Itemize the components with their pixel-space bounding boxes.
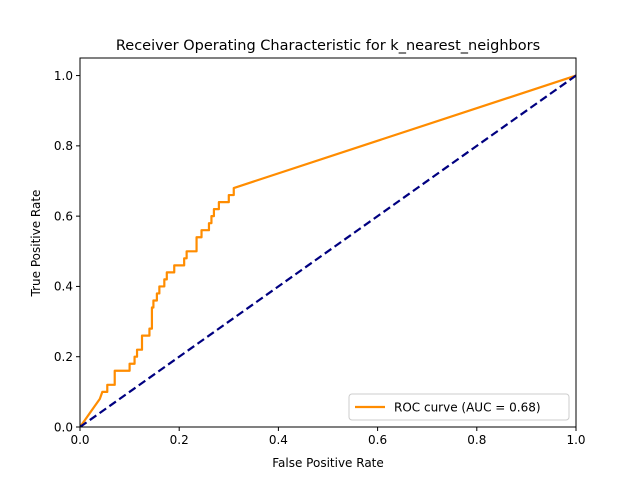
chart-title: Receiver Operating Characteristic for k_…	[116, 38, 540, 54]
legend: ROC curve (AUC = 0.68)	[348, 393, 570, 421]
legend-box	[348, 393, 570, 421]
y-axis-label: True Positive Rate	[29, 190, 43, 298]
axis-ticks: 0.0 0.2 0.4 0.6 0.8 1.0 0.0 0.2 0.4 0.6 0.8 1.0	[54, 69, 586, 447]
x-tick-label: 0.8	[467, 433, 486, 447]
x-tick-label: 0.2	[170, 433, 189, 447]
legend-label: ROC curve (AUC = 0.68)	[394, 400, 541, 414]
x-tick-label: 0.4	[269, 433, 288, 447]
plot-area	[79, 57, 577, 428]
series-group	[80, 74, 576, 427]
roc-curve-line	[80, 74, 576, 427]
y-tick-label: 0.8	[54, 139, 73, 153]
axes-frame	[79, 57, 577, 428]
x-tick-label: 0.6	[368, 433, 387, 447]
y-tick-label: 1.0	[54, 69, 73, 83]
y-tick-label: 0.6	[54, 209, 73, 223]
x-tick-label: 0.0	[70, 433, 89, 447]
chance-diagonal-line	[80, 74, 576, 427]
y-tick-label: 0.4	[54, 280, 73, 294]
y-tick-label: 0.2	[54, 350, 73, 364]
x-axis-label: False Positive Rate	[272, 456, 384, 470]
y-tick-label: 0.0	[54, 420, 73, 434]
x-tick-label: 1.0	[566, 433, 585, 447]
